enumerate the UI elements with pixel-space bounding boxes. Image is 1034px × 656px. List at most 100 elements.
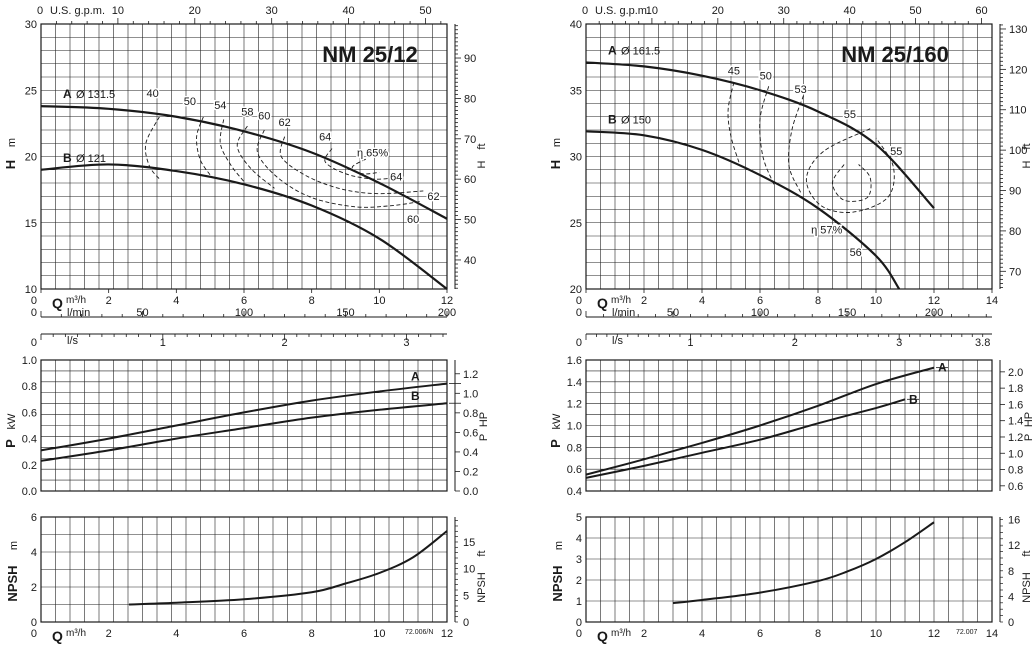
nm2512-head-right-tick: 70 [464, 134, 476, 146]
nm25160-npsh-right-tick: 0 [1008, 617, 1014, 629]
nm25160-q-tick: 2 [641, 295, 647, 307]
nm2512-npsh-right-tick: 5 [463, 590, 469, 602]
nm2512-efficiency-contour-54 [219, 119, 245, 182]
nm2512-head-right-tick: 60 [464, 174, 476, 186]
nm2512-efficiency-contour-58 [236, 125, 275, 189]
nm2512-power-curve-label: B [411, 389, 420, 403]
nm2512-efficiency-label: 40 [147, 88, 159, 100]
nm2512-power-right-tick: 0.8 [463, 408, 478, 420]
nm25160-gpm-tick: 40 [844, 5, 856, 17]
nm25160-npsh-q-tick: 4 [699, 628, 705, 640]
nm25160-power-tick: 1.2 [567, 399, 582, 411]
nm2512-efficiency-label: 62 [427, 191, 439, 203]
nm2512-lmin-tick: 200 [438, 307, 456, 319]
nm25160-power-curve-A [585, 366, 935, 476]
nm25160-head-right-tick: 120 [1009, 64, 1027, 76]
nm25160-ls-zero: 0 [576, 337, 582, 349]
nm25160-npsh-tick: 4 [576, 533, 582, 545]
nm2512-head-axis-label: H [3, 160, 18, 169]
nm25160-power-grid [586, 360, 992, 491]
nm25160-efficiency-label: 55 [844, 109, 856, 121]
nm2512-lmin-label: l/min [67, 307, 90, 319]
nm25160-head-right-unit: ft [1021, 143, 1033, 149]
nm2512-power-right-tick: 1.0 [463, 388, 478, 400]
nm25160-efficiency-contour-57% [832, 164, 872, 202]
nm25160-npsh-right-tick: 4 [1008, 591, 1014, 603]
nm2512-npsh-tick: 0 [31, 617, 37, 629]
nm25160-head-curve-B [585, 130, 901, 290]
nm25160-q-tick: 8 [815, 295, 821, 307]
nm25160-head-grid [586, 24, 992, 289]
nm25160-npsh-q-unit: m³/h [611, 628, 631, 639]
nm25160-efficiency-contour-53 [788, 95, 804, 193]
nm2512-head-right-tick: 90 [464, 53, 476, 65]
nm2512-power-frame [40, 359, 448, 492]
nm25160-npsh-right-unit: ft [1021, 550, 1033, 556]
nm25160-power-curve-label: A [938, 361, 947, 375]
nm25160-head-tick: 20 [570, 284, 582, 296]
nm25160-head-curve-diameter: Ø 161.5 [621, 45, 660, 57]
nm25160-ls-tick: 3 [896, 337, 902, 349]
nm25160-npsh-q-tick: 6 [757, 628, 763, 640]
nm2512-power-axis-label: P [3, 439, 18, 448]
nm2512-power-tick: 0.2 [22, 460, 37, 472]
nm25160-power-tick: 0.4 [567, 486, 582, 498]
nm25160-lmin-zero: 0 [576, 307, 582, 319]
nm2512-power-right-tick: 1.2 [463, 369, 478, 381]
nm25160-q-unit: m³/h [611, 295, 631, 306]
nm2512-power-right-tick: 0.6 [463, 427, 478, 439]
nm2512-npsh-tick: 6 [31, 512, 37, 524]
nm25160-figure-code: 72.007 [956, 629, 978, 636]
nm2512-head-right-tick: 80 [464, 93, 476, 105]
nm25160-power-right-tick: 0.8 [1008, 465, 1023, 477]
nm25160-head-frame [585, 23, 993, 290]
nm2512-efficiency-label: 64 [319, 132, 331, 144]
nm2512-npsh-q-tick: 10 [373, 628, 385, 640]
nm25160-head-tick: 40 [570, 19, 582, 31]
nm25160-power-right-tick: 1.8 [1008, 383, 1023, 395]
nm2512-gpm-tick: 20 [189, 5, 201, 17]
nm25160-efficiency-label: 55 [890, 146, 902, 158]
nm2512-head-curve-A [40, 105, 448, 220]
nm25160-power-right-tick: 0.6 [1008, 481, 1023, 493]
nm2512-power-curve-A [40, 382, 448, 452]
nm2512-gpm-zero: 0 [37, 5, 43, 17]
nm25160-power-frame [585, 359, 993, 492]
nm2512-head-curve-B [40, 163, 448, 290]
nm25160-gpm-tick: 50 [909, 5, 921, 17]
nm2512-efficiency-label: 50 [184, 96, 196, 108]
nm25160-efficiency-label: 45 [728, 65, 740, 77]
nm25160-efficiency-contour-55 [805, 128, 895, 213]
nm2512-lmin-zero: 0 [31, 307, 37, 319]
nm25160-npsh-q-zero: 0 [576, 628, 582, 640]
nm25160-head-axis-label: H [548, 160, 563, 169]
nm25160-efficiency-contour-45 [727, 82, 741, 165]
nm25160-q-tick: 14 [986, 295, 998, 307]
nm2512-q-tick: 2 [106, 295, 112, 307]
nm2512-power-tick: 0.6 [22, 407, 37, 419]
nm25160-npsh-axis-unit: m [553, 541, 565, 550]
nm25160-npsh-q-tick: 10 [870, 628, 882, 640]
nm25160-npsh-grid [586, 517, 992, 622]
nm2512-efficiency-contour-65% [351, 158, 380, 175]
nm25160-power-curve-B [585, 398, 906, 479]
nm2512-efficiency-label: 60 [258, 110, 270, 122]
nm25160-power-axis-unit: kW [551, 413, 563, 430]
nm25160-gpm-tick: 30 [778, 5, 790, 17]
nm25160-npsh-right-tick: 16 [1008, 515, 1020, 527]
nm2512-power-right-tick: 0.2 [463, 466, 478, 478]
nm25160-head-tick: 30 [570, 152, 582, 164]
nm25160-ls-label: l/s [612, 335, 624, 347]
nm2512-power-right-label: P [478, 434, 490, 441]
nm25160-gpm-tick: 10 [646, 5, 658, 17]
nm2512-head-axis-unit: m [6, 138, 18, 147]
nm25160-efficiency-contour-50 [759, 86, 775, 186]
nm2512-npsh-q-zero: 0 [31, 628, 37, 640]
nm25160-power-tick: 1.6 [567, 355, 582, 367]
nm25160-npsh-q-tick: 14 [986, 628, 998, 640]
nm25160-power-right-tick: 1.2 [1008, 432, 1023, 444]
nm2512-q-tick: 12 [441, 295, 453, 307]
nm2512-q-tick: 4 [173, 295, 179, 307]
nm2512-power-curve-label: A [411, 370, 420, 384]
